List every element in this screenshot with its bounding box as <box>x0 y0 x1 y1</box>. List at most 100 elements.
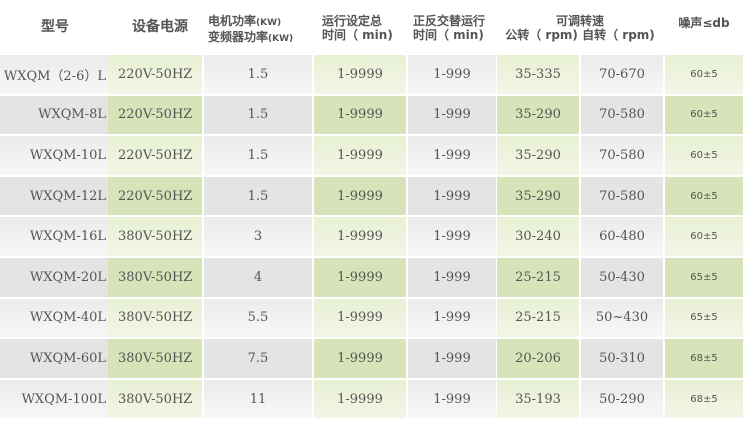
cell-power-source: 380V-50HZ <box>108 379 202 419</box>
cell-noise: 60±5 <box>665 55 743 94</box>
cell-model: WXQM-20L <box>0 257 108 297</box>
header-speed: 可调转速 公转（ rpm) 自转（ rpm) <box>500 14 660 42</box>
cell-reverse-time: 1-999 <box>408 217 496 256</box>
cell-noise: 65±5 <box>665 298 743 338</box>
cell-rotation-speed: 50-290 <box>581 379 663 419</box>
cell-power-source: 380V-50HZ <box>108 217 202 256</box>
header-model: 型号 <box>41 19 69 35</box>
inverter-power-label: 变频器功率 <box>208 30 269 44</box>
cell-motor-power: 7.5 <box>204 339 312 378</box>
cell-run-time: 1-9999 <box>314 379 406 419</box>
motor-power-label: 电机功率 <box>208 14 257 28</box>
cell-reverse-time: 1-999 <box>408 298 496 338</box>
header-reverse-time: 正反交替运行 时间（ min) <box>413 14 503 42</box>
table-header: 型号 设备电源 电机功率(KW) 变频器功率(KW) 运行设定总 时间（ min… <box>0 0 750 54</box>
cell-noise: 65±5 <box>665 257 743 297</box>
cell-run-time: 1-9999 <box>314 298 406 338</box>
cell-model: WXQM-10L <box>0 136 108 175</box>
cell-revolution-speed: 35-290 <box>497 95 579 135</box>
cell-rotation-speed: 70-670 <box>581 55 663 94</box>
table-row: WXQM-40L 380V-50HZ 5.5 1-9999 1-999 25-215 50~… <box>0 298 750 339</box>
header-noise: 噪声≤db <box>678 16 730 30</box>
cell-rotation-speed: 60-480 <box>581 217 663 256</box>
cell-motor-power: 1.5 <box>204 176 312 216</box>
table-row: WXQM-60L 380V-50HZ 7.5 1-9999 1-999 20-206 50-… <box>0 338 750 379</box>
cell-rotation-speed: 70-580 <box>581 95 663 135</box>
cell-noise: 60±5 <box>665 136 743 175</box>
cell-noise: 60±5 <box>665 217 743 256</box>
cell-motor-power: 1.5 <box>204 136 312 175</box>
header-motor-power: 电机功率(KW) 变频器功率(KW) <box>208 14 312 46</box>
cell-noise: 60±5 <box>665 176 743 216</box>
header-power-source: 设备电源 <box>132 19 188 35</box>
cell-run-time: 1-9999 <box>314 217 406 256</box>
cell-motor-power: 11 <box>204 379 312 419</box>
cell-power-source: 380V-50HZ <box>108 257 202 297</box>
spec-table: WXQM（2-6）L 220V-50HZ 1.5 1-9999 1-999 35-335 7… <box>0 54 750 419</box>
cell-rotation-speed: 70-580 <box>581 176 663 216</box>
cell-model: WXQM-60L <box>0 339 108 378</box>
cell-run-time: 1-9999 <box>314 176 406 216</box>
speed-label: 可调转速 <box>555 14 604 28</box>
cell-power-source: 220V-50HZ <box>108 95 202 135</box>
cell-noise: 60±5 <box>665 95 743 135</box>
reverse-time-line1: 正反交替运行 <box>413 14 486 28</box>
inverter-power-unit: (KW) <box>268 34 294 44</box>
cell-run-time: 1-9999 <box>314 257 406 297</box>
motor-power-unit: (KW) <box>256 18 282 28</box>
cell-rotation-speed: 50-310 <box>581 339 663 378</box>
cell-revolution-speed: 25-215 <box>497 257 579 297</box>
run-time-line2: 时间（ min) <box>322 28 393 42</box>
cell-revolution-speed: 20-206 <box>497 339 579 378</box>
cell-revolution-speed: 35-290 <box>497 136 579 175</box>
cell-noise: 68±5 <box>665 379 743 419</box>
cell-revolution-speed: 30-240 <box>497 217 579 256</box>
cell-run-time: 1-9999 <box>314 339 406 378</box>
cell-model: WXQM-16L <box>0 217 108 256</box>
cell-rotation-speed: 70-580 <box>581 136 663 175</box>
cell-rotation-speed: 50~430 <box>581 298 663 338</box>
cell-motor-power: 1.5 <box>204 55 312 94</box>
cell-model: WXQM-12L <box>0 176 108 216</box>
cell-reverse-time: 1-999 <box>408 136 496 175</box>
table-row: WXQM-20L 380V-50HZ 4 1-9999 1-999 25-215 50-43… <box>0 257 750 298</box>
cell-model: WXQM-100L <box>0 379 108 419</box>
cell-power-source: 380V-50HZ <box>108 298 202 338</box>
cell-revolution-speed: 25-215 <box>497 298 579 338</box>
cell-reverse-time: 1-999 <box>408 257 496 297</box>
cell-power-source: 220V-50HZ <box>108 55 202 94</box>
revolution-label: 公转（ rpm) <box>505 28 578 42</box>
table-row: WXQM-16L 380V-50HZ 3 1-9999 1-999 30-240 60-48… <box>0 216 750 257</box>
cell-motor-power: 1.5 <box>204 95 312 135</box>
table-row: WXQM-100L 380V-50HZ 11 1-9999 1-999 35-193 50-… <box>0 379 750 420</box>
cell-revolution-speed: 35-335 <box>497 55 579 94</box>
cell-power-source: 380V-50HZ <box>108 339 202 378</box>
cell-motor-power: 4 <box>204 257 312 297</box>
cell-model: WXQM-8L <box>0 95 108 135</box>
cell-power-source: 220V-50HZ <box>108 136 202 175</box>
cell-motor-power: 5.5 <box>204 298 312 338</box>
cell-motor-power: 3 <box>204 217 312 256</box>
cell-revolution-speed: 35-290 <box>497 176 579 216</box>
cell-reverse-time: 1-999 <box>408 176 496 216</box>
cell-model: WXQM-40L <box>0 298 108 338</box>
cell-run-time: 1-9999 <box>314 136 406 175</box>
run-time-line1: 运行设定总 <box>322 14 383 28</box>
cell-power-source: 220V-50HZ <box>108 176 202 216</box>
cell-rotation-speed: 50-430 <box>581 257 663 297</box>
cell-run-time: 1-9999 <box>314 55 406 94</box>
table-row: WXQM（2-6）L 220V-50HZ 1.5 1-9999 1-999 35-335 7… <box>0 54 750 95</box>
cell-reverse-time: 1-999 <box>408 379 496 419</box>
cell-reverse-time: 1-999 <box>408 95 496 135</box>
reverse-time-line2: 时间（ min) <box>413 28 484 42</box>
cell-noise: 68±5 <box>665 339 743 378</box>
cell-reverse-time: 1-999 <box>408 339 496 378</box>
rotation-label: 自转（ rpm) <box>582 28 655 42</box>
cell-run-time: 1-9999 <box>314 95 406 135</box>
table-row: WXQM-8L 220V-50HZ 1.5 1-9999 1-999 35-290 70-5… <box>0 95 750 136</box>
header-run-time: 运行设定总 时间（ min) <box>322 14 412 42</box>
table-row: WXQM-10L 220V-50HZ 1.5 1-9999 1-999 35-290 70-… <box>0 135 750 176</box>
cell-revolution-speed: 35-193 <box>497 379 579 419</box>
table-row: WXQM-12L 220V-50HZ 1.5 1-9999 1-999 35-290 70-… <box>0 176 750 217</box>
cell-reverse-time: 1-999 <box>408 55 496 94</box>
